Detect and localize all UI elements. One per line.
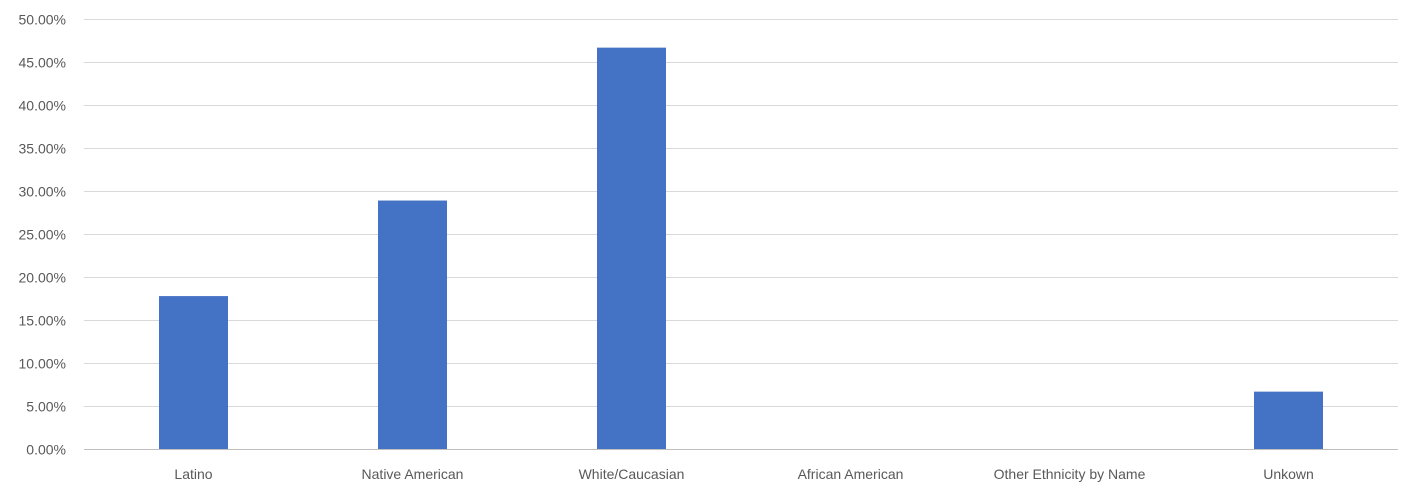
bar	[597, 48, 666, 449]
y-tick-label: 0.00%	[26, 442, 66, 458]
bar	[159, 296, 228, 449]
bar	[378, 201, 447, 449]
x-tick-label: Unkown	[1263, 466, 1314, 482]
y-tick-label: 15.00%	[19, 313, 66, 329]
y-tick-label: 25.00%	[19, 227, 66, 243]
y-tick-label: 10.00%	[19, 356, 66, 372]
x-tick-label: Native American	[362, 466, 464, 482]
gridlines	[84, 20, 1398, 407]
y-tick-label: 20.00%	[19, 270, 66, 286]
y-tick-label: 5.00%	[26, 399, 66, 415]
y-tick-label: 45.00%	[19, 55, 66, 71]
x-tick-label: African American	[798, 466, 904, 482]
bars	[159, 48, 1323, 449]
y-tick-label: 30.00%	[19, 184, 66, 200]
bar	[1254, 392, 1323, 449]
x-tick-label: Latino	[174, 466, 212, 482]
x-tick-label: White/Caucasian	[579, 466, 685, 482]
y-tick-label: 50.00%	[19, 12, 66, 28]
x-tick-label: Other Ethnicity by Name	[994, 466, 1146, 482]
y-tick-label: 35.00%	[19, 141, 66, 157]
y-tick-label: 40.00%	[19, 98, 66, 114]
